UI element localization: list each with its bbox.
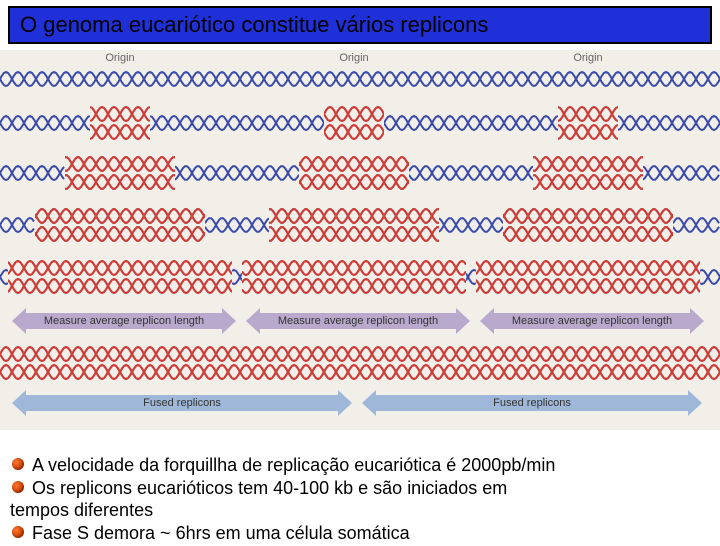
dna-helix-segment: [175, 162, 299, 184]
slide-title: O genoma eucariótico constitue vários re…: [8, 6, 712, 44]
dna-helix-segment: [533, 171, 643, 193]
dna-helix-segment: [90, 121, 150, 143]
dna-helix-segment: [700, 266, 720, 288]
dna-helix-segment: [0, 68, 720, 90]
measure-arrow: Fused replicons: [12, 390, 352, 416]
dna-helix-segment: [439, 214, 503, 236]
dna-helix-segment: [205, 214, 269, 236]
dna-helix-segment: [643, 162, 720, 184]
dna-helix-segment: [409, 162, 533, 184]
dna-helix-segment: [324, 121, 384, 143]
origin-label: Origin: [329, 52, 379, 64]
bullet-text: Os replicons eucarióticos tem 40-100 kb …: [32, 478, 507, 498]
dna-helix-segment: [618, 112, 720, 134]
dna-helix-segment: [242, 275, 466, 297]
bullet-text: A velocidade da forquillha de replicação…: [32, 455, 555, 475]
dna-helix-segment: [0, 112, 90, 134]
dna-helix-segment: [8, 275, 232, 297]
bullet-line: tempos diferentes: [10, 499, 710, 522]
dna-helix-segment: [0, 361, 720, 383]
arrow-label: Measure average replicon length: [26, 313, 222, 329]
dna-helix-segment: [476, 275, 700, 297]
bullet-dot-icon: [12, 481, 24, 493]
origin-label: Origin: [95, 52, 145, 64]
arrow-label: Fused replicons: [376, 395, 688, 411]
dna-helix-segment: [0, 162, 65, 184]
dna-helix-segment: [269, 223, 439, 245]
dna-helix-segment: [673, 214, 720, 236]
dna-helix-segment: [150, 112, 324, 134]
arrow-label: Measure average replicon length: [494, 313, 690, 329]
dna-helix-segment: [558, 121, 618, 143]
bullet-list: A velocidade da forquillha de replicação…: [10, 454, 710, 544]
dna-helix-segment: [65, 171, 175, 193]
bullet-dot-icon: [12, 526, 24, 538]
arrow-label: Fused replicons: [26, 395, 338, 411]
dna-helix-segment: [0, 266, 8, 288]
dna-helix-segment: [384, 112, 558, 134]
dna-helix-segment: [232, 266, 242, 288]
bullet-line: A velocidade da forquillha de replicação…: [10, 454, 710, 477]
measure-arrow: Fused replicons: [362, 390, 702, 416]
dna-helix-segment: [0, 214, 35, 236]
measure-arrow: Measure average replicon length: [12, 308, 236, 334]
measure-arrow: Measure average replicon length: [246, 308, 470, 334]
bullet-dot-icon: [12, 458, 24, 470]
replicon-diagram: Origin Origin Origin: [0, 50, 720, 430]
origin-label: Origin: [563, 52, 613, 64]
measure-arrow: Measure average replicon length: [480, 308, 704, 334]
slide-title-text: O genoma eucariótico constitue vários re…: [20, 12, 488, 37]
dna-helix-segment: [299, 171, 409, 193]
bullet-line: Fase S demora ~ 6hrs em uma célula somát…: [10, 522, 710, 545]
bullet-text: tempos diferentes: [10, 500, 153, 520]
bullet-line: Os replicons eucarióticos tem 40-100 kb …: [10, 477, 710, 500]
dna-helix-segment: [503, 223, 673, 245]
dna-helix-segment: [35, 223, 205, 245]
arrow-label: Measure average replicon length: [260, 313, 456, 329]
dna-helix-segment: [466, 266, 476, 288]
